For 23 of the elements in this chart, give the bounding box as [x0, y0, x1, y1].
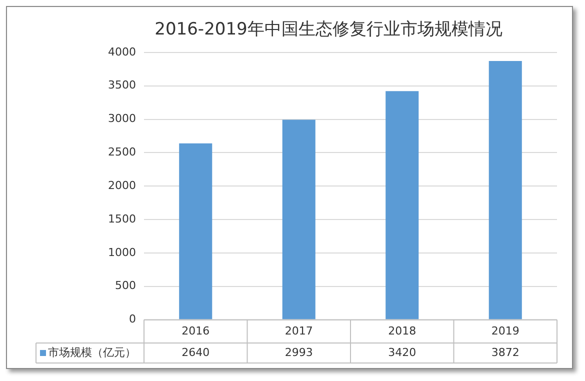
bar: [179, 143, 212, 320]
x-tick-label: 2017: [284, 324, 313, 338]
x-tick-label: 2018: [388, 324, 416, 338]
data-label: 3872: [491, 346, 520, 359]
y-tick-label: 500: [114, 279, 136, 292]
y-tick-label: 2500: [108, 146, 136, 159]
y-tick-label: 1000: [108, 246, 136, 259]
bar: [282, 120, 316, 320]
y-tick-label: 0: [128, 312, 136, 326]
bar: [386, 91, 419, 320]
y-tick-label: 1500: [108, 212, 136, 226]
y-tick-label: 4000: [108, 45, 136, 58]
y-tick-label: 2000: [108, 178, 136, 192]
data-label: 2640: [182, 346, 210, 359]
x-tick-label: 2016: [182, 324, 210, 338]
data-label: 2993: [284, 346, 313, 359]
x-tick-label: 2019: [491, 324, 520, 338]
chart-title: 2016-2019年中国生态修复行业市场规模情况: [154, 20, 502, 40]
legend-label: 市场规模（亿元）: [48, 346, 136, 359]
bar: [488, 60, 522, 320]
y-tick-label: 3000: [108, 112, 136, 126]
y-tick-label: 3500: [108, 78, 136, 92]
data-label: 3420: [388, 346, 416, 359]
